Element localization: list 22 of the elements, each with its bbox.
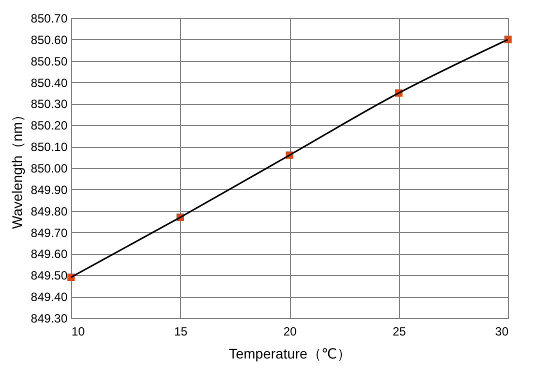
y-tick-label: 850.10 bbox=[30, 140, 68, 154]
x-tick-label: 30 bbox=[495, 324, 509, 338]
x-tick-label: 25 bbox=[392, 324, 406, 338]
y-tick-label: 850.20 bbox=[30, 118, 68, 133]
y-tick-label: 849.30 bbox=[30, 312, 68, 326]
y-axis-title: Wavelength（nm） bbox=[8, 108, 25, 229]
y-tick-label: 849.40 bbox=[30, 290, 68, 304]
y-tick-label: 849.50 bbox=[30, 268, 68, 283]
y-tick-label: 849.60 bbox=[30, 247, 68, 262]
y-tick-label: 849.70 bbox=[30, 226, 68, 240]
y-tick-label: 850.70 bbox=[30, 12, 68, 26]
x-axis-title: Temperature（℃） bbox=[228, 346, 352, 362]
y-tick-label: 850.30 bbox=[30, 97, 68, 112]
y-tick-label: 849.80 bbox=[30, 204, 68, 218]
y-tick-label: 850.00 bbox=[30, 162, 68, 176]
x-tick-label: 20 bbox=[283, 324, 297, 338]
y-tick-label: 850.50 bbox=[30, 54, 68, 68]
y-tick-label: 849.90 bbox=[30, 182, 68, 197]
y-tick-label: 850.40 bbox=[30, 76, 68, 90]
x-tick-label: 10 bbox=[72, 324, 86, 338]
y-tick-label: 850.60 bbox=[30, 32, 68, 47]
x-tick-label: 15 bbox=[174, 324, 188, 338]
